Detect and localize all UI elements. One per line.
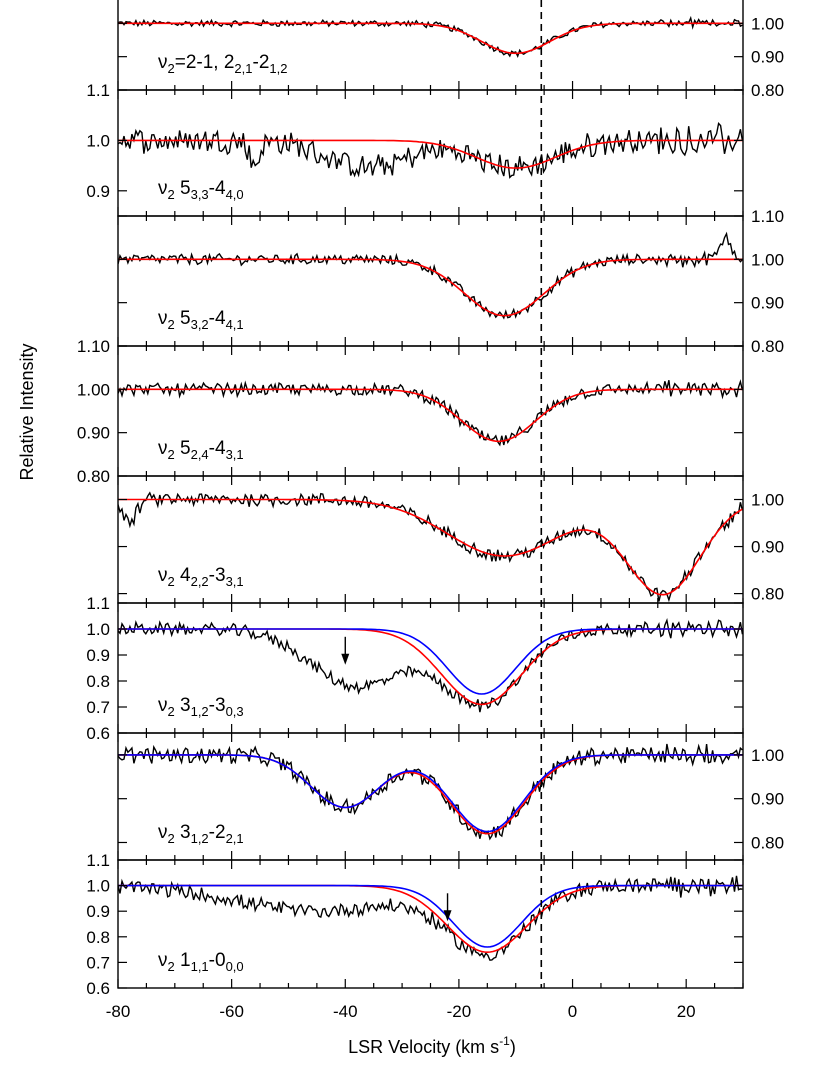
data-series: [118, 231, 743, 320]
y-tick-label: 1.0: [86, 877, 110, 896]
plot-area: [118, 379, 743, 447]
y-tick-label: 0.80: [77, 467, 110, 486]
panel-7: 1.00 0.90 0.80 ν2 31,2-22,1: [117, 732, 784, 861]
y-tick-label: 0.9: [86, 646, 110, 665]
y-tick-label: 1.00: [751, 746, 784, 765]
y-axis-title: Relative Intensity: [17, 343, 37, 480]
x-tick-label: -80: [106, 1002, 131, 1021]
y-tick-label: 0.80: [751, 585, 784, 604]
panel-label: ν2 31,2-22,1: [158, 822, 244, 846]
panel-label: ν2 11,1-00,0: [158, 950, 244, 974]
panel-1: 1.00 0.90 0.80 ν2=2-1, 22,1-21,2: [117, 0, 784, 100]
data-series: [118, 617, 743, 713]
panel-6: 1.1 1.0 0.9 0.8 0.7 0.6 ν2 31,2-30,3: [86, 594, 744, 743]
y-tick-label: 1.1: [86, 594, 110, 613]
y-tick-label: 0.6: [86, 979, 110, 998]
data-series: [118, 875, 743, 961]
x-axis-title: LSR Velocity (km s-1): [348, 1034, 516, 1057]
fit-blue-series: [118, 884, 743, 948]
panel-4: 1.10 1.00 0.90 0.80 ν2 52,4-43,1: [77, 337, 744, 486]
y-tick-label: 0.6: [86, 724, 110, 743]
fit-red-series: [118, 258, 743, 317]
plot-area: [118, 231, 743, 320]
panel-label: ν2 31,2-30,3: [158, 695, 244, 719]
plot-area: [118, 875, 743, 961]
plot-area: [118, 617, 743, 713]
arrow-head: [341, 653, 350, 665]
panel-2: 1.1 1.0 0.9 ν2 53,3-44,0: [86, 81, 744, 217]
data-series: [118, 122, 743, 179]
y-tick-label: 1.00: [77, 380, 110, 399]
y-tick-label: 0.8: [86, 928, 110, 947]
y-tick-label: 0.7: [86, 953, 110, 972]
fit-red-series: [118, 498, 743, 596]
y-tick-label: 0.7: [86, 698, 110, 717]
y-tick-label: 1.1: [86, 81, 110, 100]
y-tick-label: 0.90: [751, 294, 784, 313]
y-tick-label: 0.90: [751, 538, 784, 557]
plot-area: [118, 743, 743, 841]
fit-red-series: [118, 388, 743, 443]
x-tick-label: 20: [677, 1002, 696, 1021]
panel-label: ν2 53,2-44,1: [158, 308, 244, 332]
y-tick-label: 1.00: [751, 250, 784, 269]
y-tick-label: 0.90: [751, 48, 784, 67]
fit-red-series: [118, 22, 743, 55]
y-tick-label: 1.00: [751, 491, 784, 510]
plot-area: [118, 122, 743, 179]
y-tick-label: 1.0: [86, 620, 110, 639]
fit-blue-series: [118, 628, 743, 695]
y-tick-label: 1.10: [751, 207, 784, 226]
y-tick-label: 0.90: [77, 424, 110, 443]
y-tick-label: 0.9: [86, 902, 110, 921]
data-series: [118, 743, 743, 841]
panel-label: ν2=2-1, 22,1-21,2: [158, 52, 287, 76]
fit-red-series: [118, 628, 743, 706]
panel-label: ν2 53,3-44,0: [158, 178, 244, 202]
panel-8: 1.1 1.0 0.9 0.8 0.7 0.6 ν2 11,1-00,0: [86, 851, 744, 998]
panel-5: 1.00 0.90 0.80 ν2 42,2-33,1: [117, 475, 784, 604]
x-tick-label: -40: [333, 1002, 358, 1021]
panel-label: ν2 52,4-43,1: [158, 438, 244, 462]
y-tick-label: 0.80: [751, 81, 784, 100]
panel-3: 1.10 1.00 0.90 0.80 ν2 53,2-44,1: [117, 207, 784, 356]
panels-group: 1.00 0.90 0.80 ν2=2-1, 22,1-21,2 1.1 1.0 0.9 ν2…: [77, 0, 784, 998]
plot-area: [118, 491, 743, 603]
panel-frame: [117, 0, 744, 91]
y-tick-label: 1.00: [751, 14, 784, 33]
y-tick-label: 1.10: [77, 337, 110, 356]
fit-red-series: [118, 139, 743, 169]
y-tick-label: 0.80: [751, 833, 784, 852]
x-tick-label: -60: [219, 1002, 244, 1021]
x-tick-label: 0: [568, 1002, 577, 1021]
y-tick-label: 1.1: [86, 851, 110, 870]
y-tick-label: 0.9: [86, 182, 110, 201]
y-tick-label: 1.0: [86, 131, 110, 150]
panel-label: ν2 42,2-33,1: [158, 565, 244, 589]
fit-blue-series: [118, 754, 743, 833]
x-axis-ticks: -80 -60 -40 -20 0 20: [106, 1002, 696, 1021]
arrow-head: [443, 910, 452, 922]
y-tick-label: 0.80: [751, 337, 784, 356]
plot-area: [118, 15, 743, 59]
y-tick-label: 0.8: [86, 672, 110, 691]
y-tick-label: 0.90: [751, 790, 784, 809]
x-tick-label: -20: [447, 1002, 472, 1021]
